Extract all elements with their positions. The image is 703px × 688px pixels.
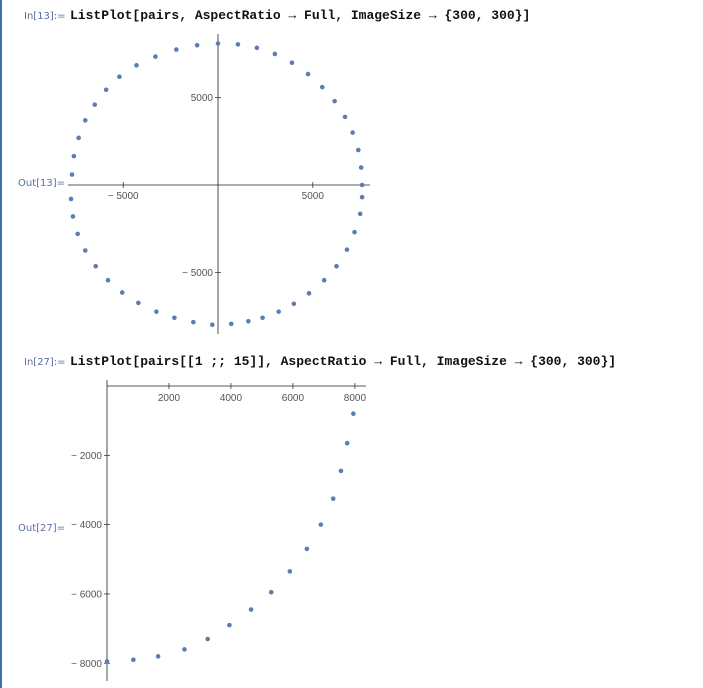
data-point: [304, 546, 310, 552]
data-point: [154, 309, 159, 314]
data-point: [287, 569, 293, 574]
data-point: [215, 41, 221, 46]
data-point: [210, 322, 215, 328]
data-point: [104, 659, 110, 664]
x-tick-label: 6000: [282, 393, 305, 404]
data-point: [272, 51, 278, 57]
data-point: [344, 247, 350, 252]
data-point: [359, 182, 365, 188]
data-point: [134, 63, 139, 68]
data-point: [318, 522, 324, 527]
input-label: In[13]:=: [24, 11, 66, 22]
data-point: [82, 118, 88, 123]
data-point: [93, 263, 99, 269]
data-point: [75, 231, 80, 237]
x-tick-label: 4000: [220, 393, 243, 404]
data-point: [359, 194, 365, 200]
data-point: [92, 102, 98, 107]
data-point: [352, 229, 357, 235]
data-point: [260, 315, 265, 321]
data-point: [155, 654, 161, 659]
data-point: [350, 130, 355, 135]
x-tick-label: 5000: [302, 191, 325, 202]
data-point: [268, 589, 274, 595]
data-point: [330, 496, 336, 501]
data-point: [306, 291, 312, 296]
data-point: [305, 71, 311, 77]
y-tick-label: − 5000: [182, 268, 213, 279]
data-point: [173, 47, 179, 52]
y-tick-label: − 6000: [71, 589, 102, 600]
data-point: [254, 45, 260, 51]
data-point: [153, 54, 158, 59]
data-point: [105, 277, 111, 283]
data-point: [276, 309, 281, 314]
data-point: [119, 290, 125, 295]
data-point: [227, 622, 232, 628]
data-point: [289, 60, 295, 66]
x-tick-label: 2000: [158, 393, 181, 404]
input-label: In[27]:=: [24, 357, 66, 368]
output-label: Out[27]=: [18, 523, 66, 534]
data-point: [321, 277, 327, 283]
data-point: [103, 87, 109, 93]
data-point: [117, 74, 122, 79]
data-point: [319, 84, 325, 90]
cell-bracket: [0, 0, 2, 688]
data-point: [235, 42, 241, 47]
data-point: [194, 42, 200, 48]
data-point: [71, 153, 77, 159]
data-point: [356, 147, 361, 153]
y-tick-label: 5000: [191, 93, 214, 104]
data-point: [191, 319, 196, 325]
data-point: [136, 300, 141, 306]
data-point: [248, 607, 254, 612]
data-point: [76, 135, 81, 141]
data-point: [68, 196, 74, 202]
data-point: [182, 647, 187, 652]
y-tick-label: − 2000: [71, 451, 102, 462]
data-point: [342, 114, 348, 120]
data-point: [291, 301, 297, 307]
data-point: [358, 165, 364, 170]
input-code[interactable]: ListPlot[pairs, AspectRatio → Full, Imag…: [70, 8, 531, 23]
data-point: [246, 318, 251, 324]
x-tick-label: 8000: [344, 393, 367, 404]
data-point: [351, 411, 356, 417]
data-point: [131, 657, 136, 663]
data-point: [70, 214, 76, 219]
y-tick-label: − 4000: [71, 520, 102, 531]
input-code[interactable]: ListPlot[pairs[[1 ;; 15]], AspectRatio →…: [70, 354, 617, 369]
data-point: [338, 468, 344, 474]
data-point: [344, 440, 350, 446]
x-tick-label: − 5000: [108, 191, 139, 202]
data-point: [332, 98, 337, 104]
y-tick-label: − 8000: [71, 659, 102, 670]
data-point: [69, 172, 75, 177]
data-point: [172, 315, 177, 321]
output-label: Out[13]=: [18, 178, 66, 189]
data-point: [205, 636, 211, 642]
data-point: [228, 321, 234, 327]
data-point: [357, 211, 363, 217]
data-point: [82, 248, 88, 253]
data-point: [334, 263, 339, 269]
